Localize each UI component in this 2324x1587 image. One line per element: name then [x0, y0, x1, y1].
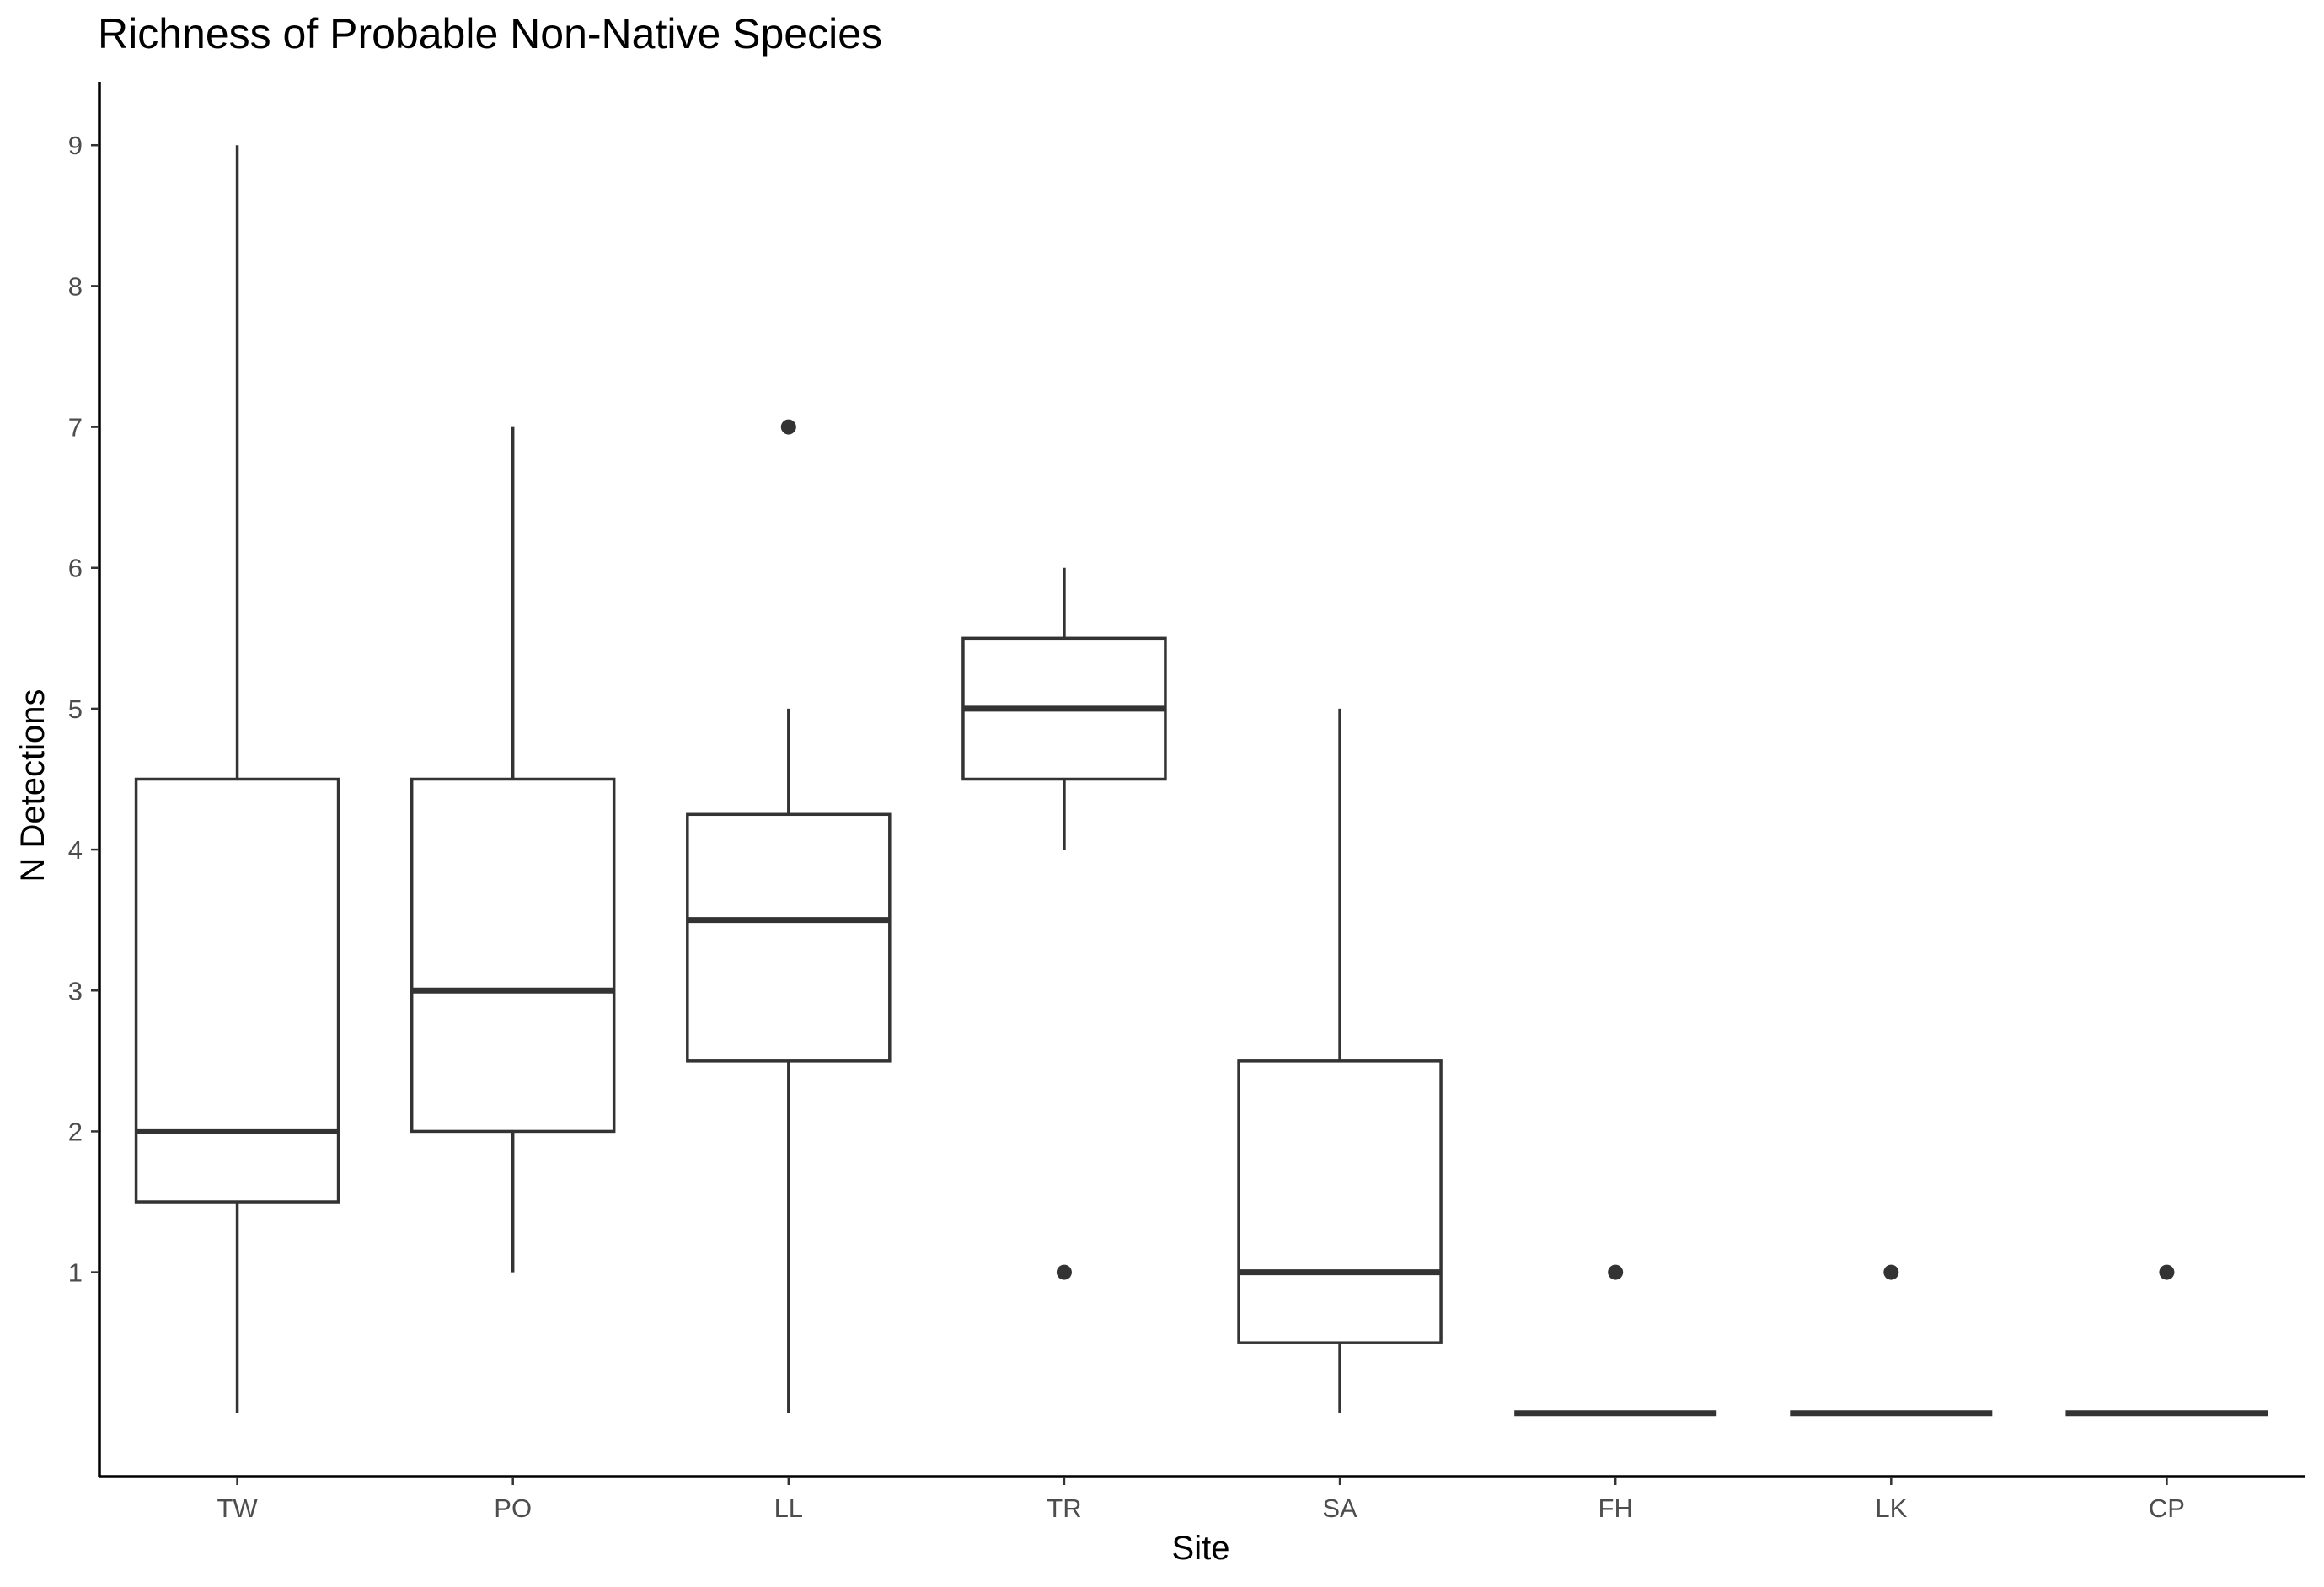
- x-tick-label-lk: LK: [1875, 1493, 1907, 1523]
- y-tick-label-1: 1: [68, 1258, 83, 1288]
- box-group-fh: [1514, 1264, 1717, 1417]
- x-axis-label: Site: [1172, 1530, 1230, 1567]
- box-tw: [134, 777, 340, 1204]
- y-tick-label-2: 2: [68, 1117, 83, 1146]
- y-tick-label-6: 6: [68, 554, 83, 583]
- outlier-lk-0: [1883, 1264, 1899, 1280]
- box-sa: [1237, 1059, 1443, 1344]
- y-axis-label: N Detections: [14, 689, 51, 882]
- y-tick-label-3: 3: [68, 976, 83, 1005]
- outlier-cp-0: [2159, 1264, 2175, 1280]
- y-tick-label-5: 5: [68, 694, 83, 724]
- x-tick-label-fh: FH: [1598, 1493, 1633, 1523]
- box-group-tr: [961, 567, 1167, 1280]
- x-tick-label-ll: LL: [774, 1493, 803, 1523]
- axes: 1 2 3 4 5 6 7 8 9 TW PO LL TR SA FH LK CP: [68, 82, 2305, 1523]
- outlier-fh-0: [1608, 1264, 1624, 1280]
- x-tick-label-sa: SA: [1322, 1493, 1357, 1523]
- x-tick-label-cp: CP: [2149, 1493, 2185, 1523]
- box-po: [410, 777, 616, 1134]
- outlier-ll-0: [780, 419, 796, 435]
- box-ll: [686, 812, 892, 1063]
- x-tick-label-tw: TW: [217, 1493, 258, 1523]
- x-tick-label-tr: TR: [1047, 1493, 1081, 1523]
- y-tick-label-8: 8: [68, 271, 83, 301]
- box-group-sa: [1237, 708, 1443, 1413]
- box-group-cp: [2065, 1264, 2268, 1417]
- outlier-tr-0: [1056, 1264, 1072, 1280]
- y-tick-label-4: 4: [68, 835, 83, 865]
- box-group-tw: [134, 145, 340, 1413]
- x-tick-label-po: PO: [494, 1493, 532, 1523]
- box-group-po: [410, 426, 616, 1273]
- y-tick-label-9: 9: [68, 131, 83, 160]
- box-group-ll: [686, 419, 892, 1413]
- y-tick-label-7: 7: [68, 413, 83, 442]
- plot-marks: [134, 145, 2268, 1417]
- box-group-lk: [1790, 1264, 1993, 1417]
- chart-title: Richness of Probable Non-Native Species: [98, 10, 882, 57]
